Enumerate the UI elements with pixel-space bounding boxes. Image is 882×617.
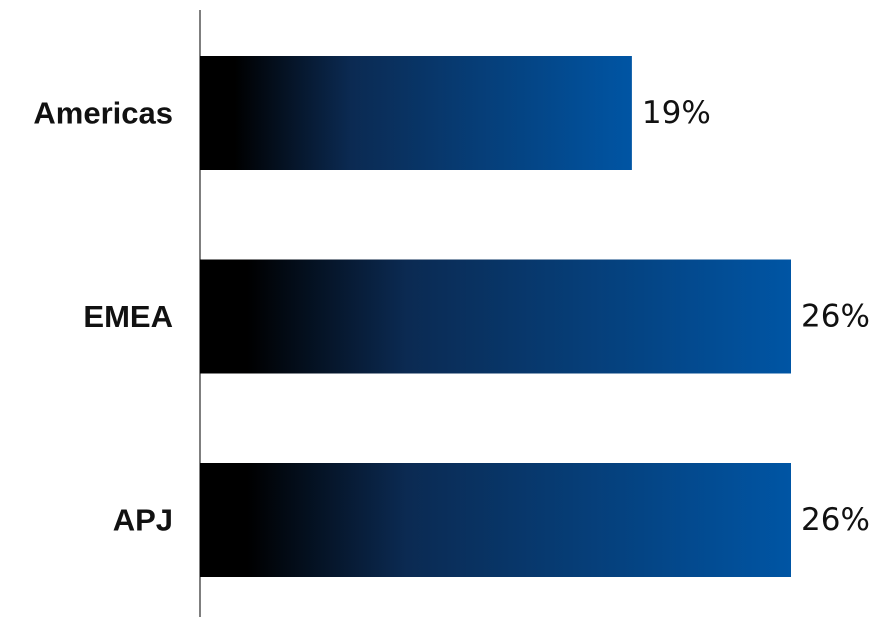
- value-label-emea: 26%: [801, 299, 870, 335]
- value-label-apj: 26%: [801, 502, 870, 538]
- category-label-emea: EMEA: [83, 299, 173, 334]
- bar-americas: [200, 56, 632, 170]
- category-label-apj: APJ: [113, 503, 173, 538]
- category-label-americas: Americas: [33, 96, 173, 131]
- bar-emea: [200, 259, 791, 374]
- bar-apj: [200, 463, 791, 577]
- value-label-americas: 19%: [642, 95, 711, 131]
- bars: Americas 19% EMEA 26% APJ 26%: [33, 56, 870, 577]
